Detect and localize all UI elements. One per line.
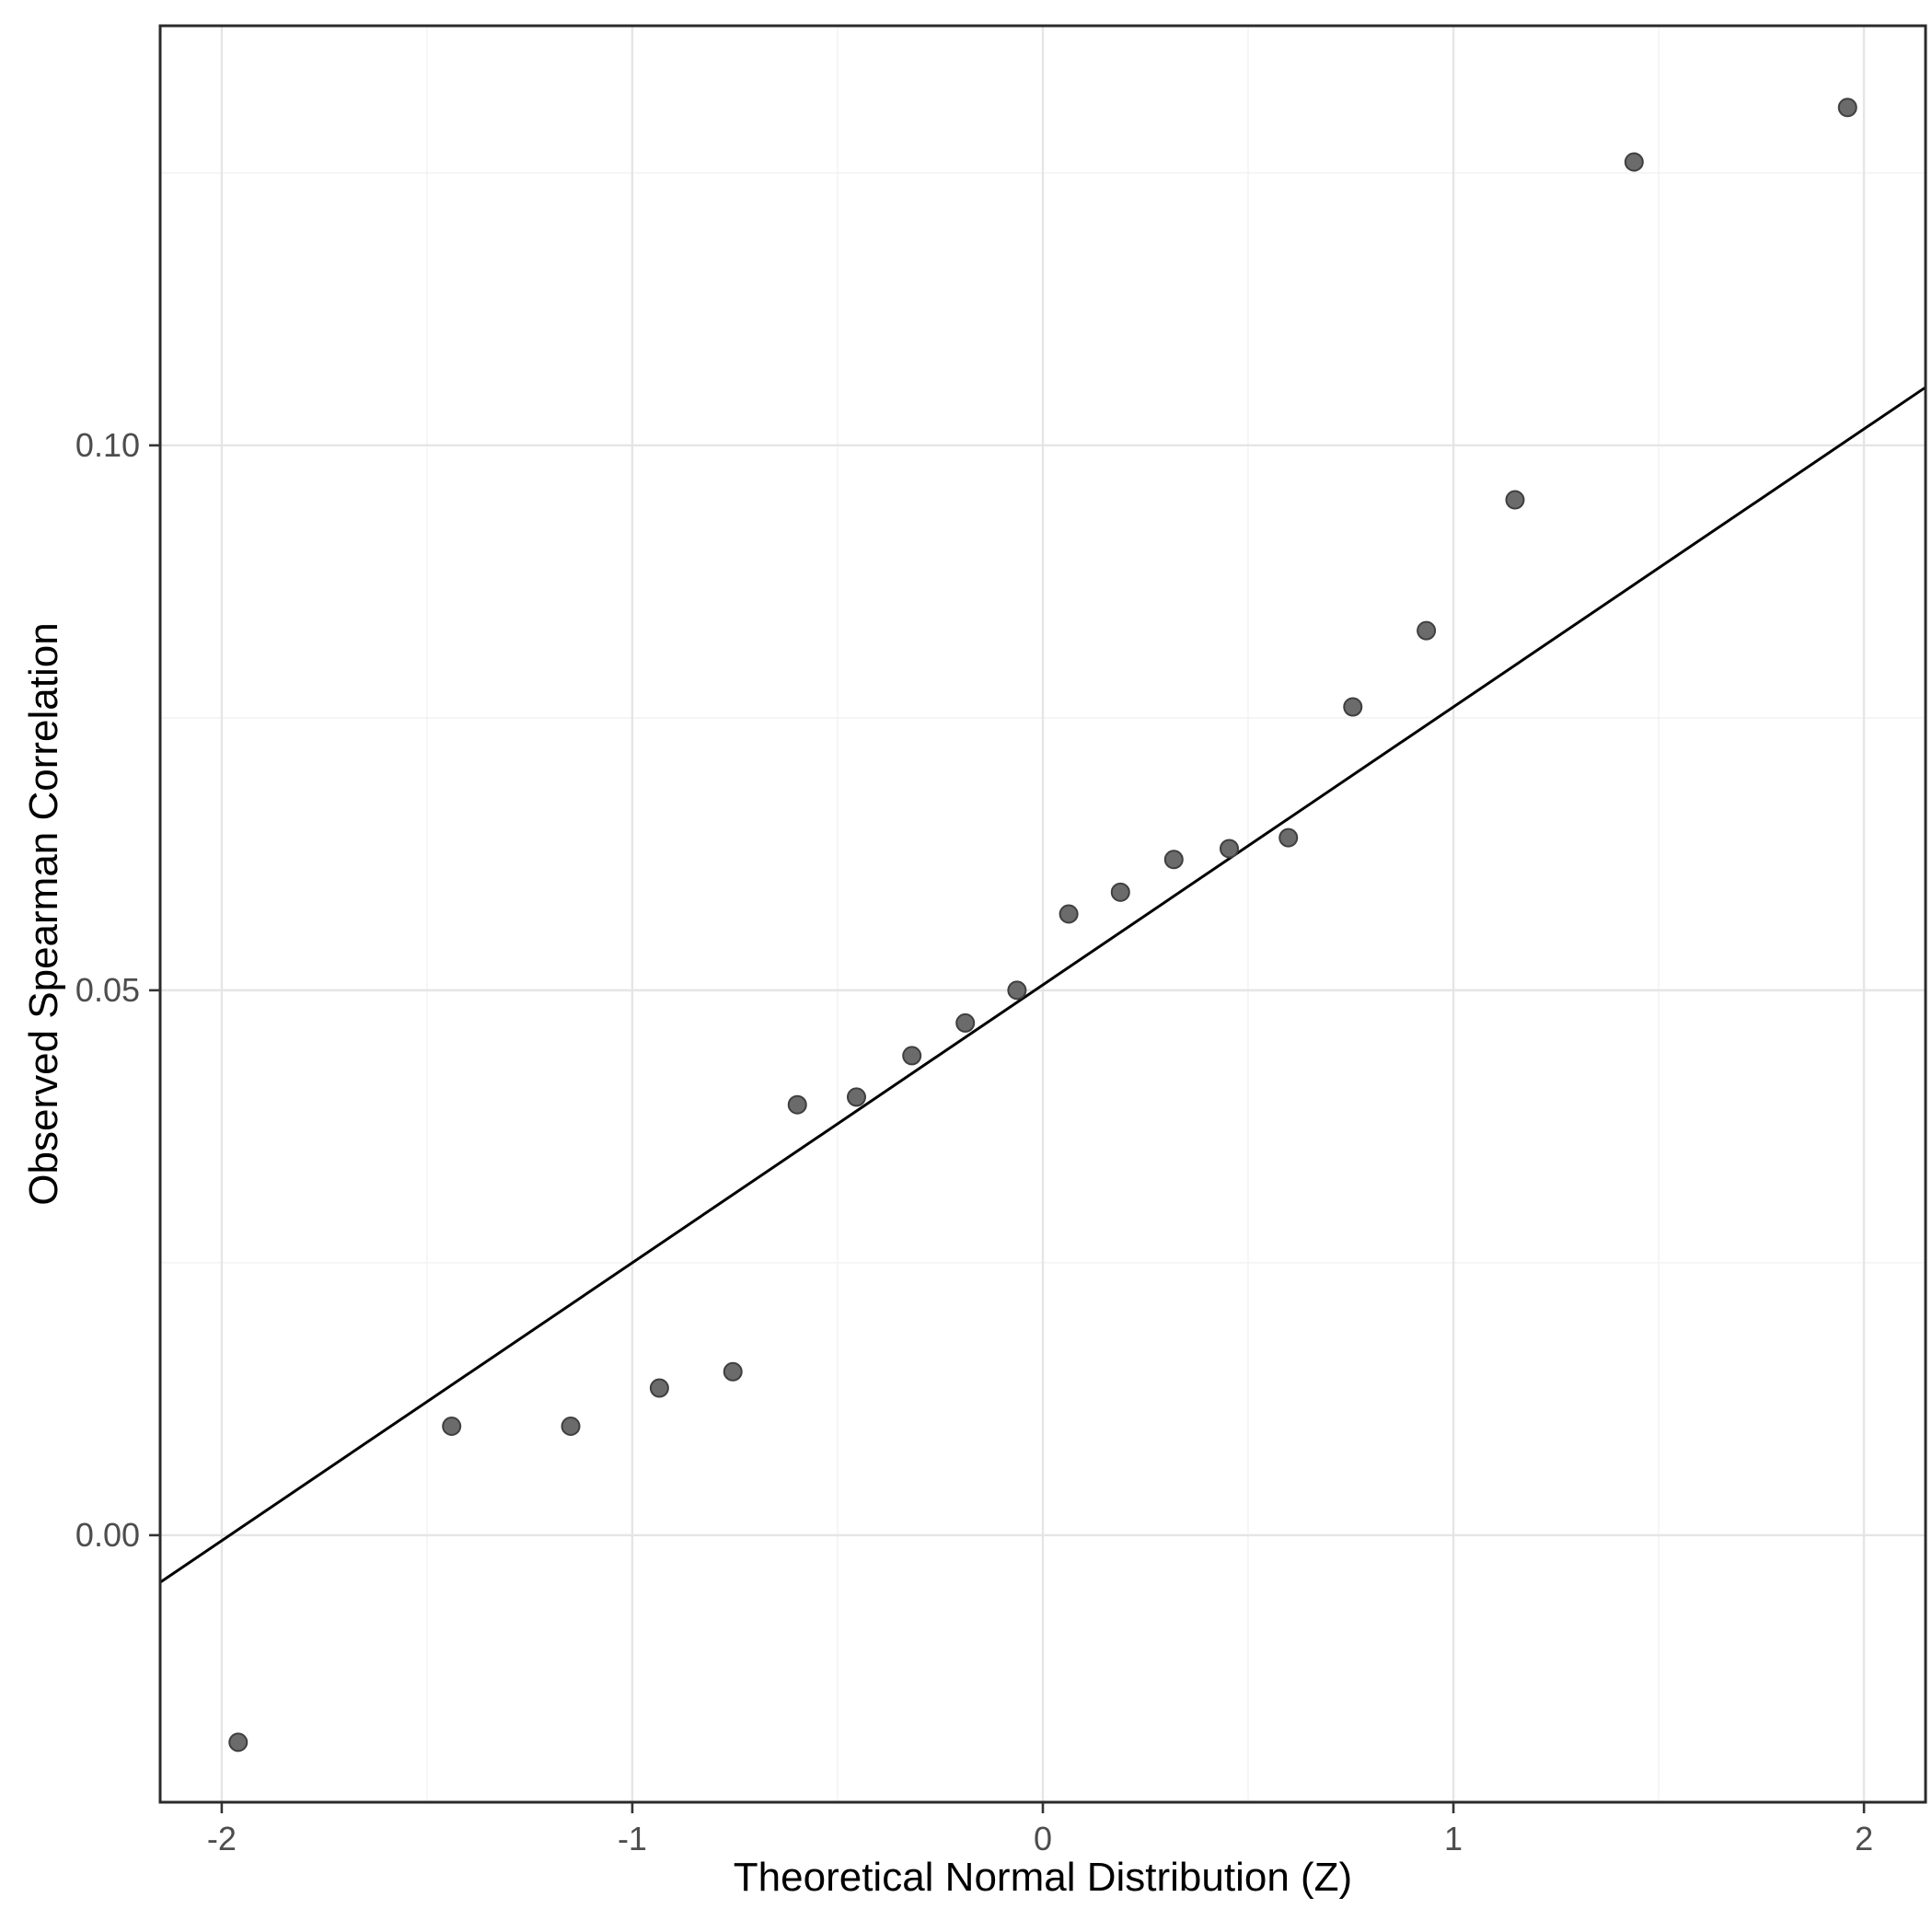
data-point <box>1343 697 1363 717</box>
data-point <box>1624 152 1644 172</box>
x-axis-title: Theoretical Normal Distribution (Z) <box>733 1855 1353 1900</box>
data-point <box>1110 882 1130 902</box>
reference-line <box>159 386 1926 1584</box>
data-point <box>902 1046 922 1066</box>
y-tick-label: 0.00 <box>75 1516 140 1554</box>
data-point <box>723 1361 743 1382</box>
data-point <box>1059 904 1079 924</box>
data-point <box>1505 490 1525 510</box>
data-point <box>1220 839 1240 859</box>
data-point <box>561 1417 581 1437</box>
y-tick-label: 0.05 <box>75 971 140 1009</box>
x-tick-label: -1 <box>618 1820 647 1857</box>
x-tick-label: 2 <box>1855 1820 1873 1857</box>
x-tick-label: 0 <box>1034 1820 1052 1857</box>
data-point <box>1163 850 1184 870</box>
data-point <box>846 1087 866 1107</box>
y-axis-title: Observed Spearman Correlation <box>21 622 66 1206</box>
data-point <box>787 1094 807 1115</box>
data-point <box>1417 620 1437 641</box>
data-point <box>1837 98 1857 118</box>
x-tick-label: -2 <box>207 1820 237 1857</box>
y-tick-label: 0.10 <box>75 426 140 464</box>
data-point <box>442 1417 462 1437</box>
x-tick-label: 1 <box>1444 1820 1463 1857</box>
data-point <box>1007 980 1027 1001</box>
data-point <box>955 1012 976 1033</box>
data-point <box>228 1732 249 1753</box>
data-point <box>1278 827 1299 848</box>
data-point <box>649 1378 669 1398</box>
